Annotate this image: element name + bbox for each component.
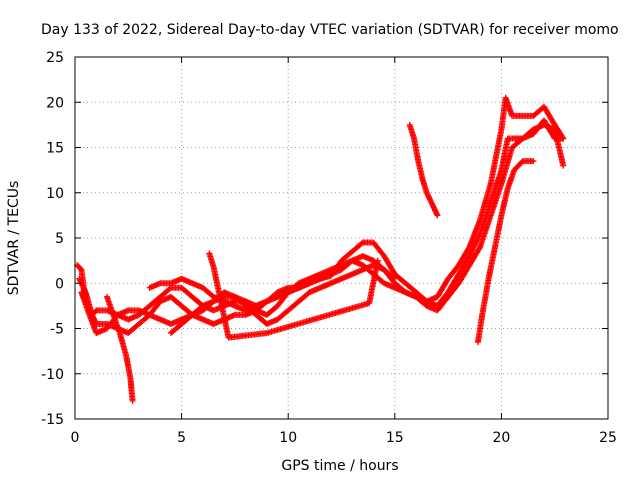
data-point bbox=[560, 135, 567, 142]
data-point bbox=[327, 271, 334, 278]
y-tick-label: 15 bbox=[46, 141, 64, 157]
x-tick-label: 5 bbox=[177, 430, 186, 446]
series-track-h bbox=[474, 158, 537, 346]
series-track-c bbox=[78, 121, 567, 337]
series-track-f bbox=[103, 293, 136, 404]
series-track-e bbox=[167, 262, 398, 337]
data-point bbox=[530, 158, 537, 165]
y-axis-label: SDTVAR / TECUs bbox=[6, 181, 22, 296]
data-point bbox=[358, 240, 365, 247]
y-tick-label: -15 bbox=[41, 412, 64, 428]
y-tick-label: 0 bbox=[55, 276, 64, 292]
x-tick-label: 0 bbox=[71, 430, 80, 446]
data-point bbox=[166, 285, 173, 292]
y-tick-label: 5 bbox=[55, 231, 64, 247]
y-tick-label: -10 bbox=[41, 367, 64, 383]
data-point bbox=[465, 245, 472, 252]
y-tick-label: 10 bbox=[46, 186, 64, 202]
data-point bbox=[77, 265, 84, 272]
series-track-i bbox=[206, 250, 381, 341]
series-track-g bbox=[406, 121, 441, 219]
data-points bbox=[74, 94, 567, 404]
y-tick-label: 20 bbox=[46, 95, 64, 111]
y-tick-label: 25 bbox=[46, 50, 64, 66]
chart-title: Day 133 of 2022, Sidereal Day-to-day VTE… bbox=[41, 22, 619, 38]
data-point bbox=[390, 274, 397, 281]
axis-ticks bbox=[74, 56, 609, 420]
x-tick-label: 15 bbox=[386, 430, 404, 446]
x-tick-label: 10 bbox=[279, 430, 297, 446]
x-axis-label: GPS time / hours bbox=[281, 458, 398, 474]
data-point bbox=[374, 257, 381, 264]
data-point bbox=[391, 275, 398, 282]
data-point bbox=[434, 212, 441, 219]
y-tick-label: -5 bbox=[50, 322, 64, 338]
data-point bbox=[129, 397, 136, 404]
data-point bbox=[560, 162, 567, 169]
axis-tick-labels: 0 5 10 15 20 25 -15 -10 -5 0 5 10 15 20 25 bbox=[41, 50, 617, 446]
x-tick-label: 25 bbox=[599, 430, 617, 446]
data-point bbox=[476, 245, 483, 252]
x-tick-label: 20 bbox=[492, 430, 510, 446]
